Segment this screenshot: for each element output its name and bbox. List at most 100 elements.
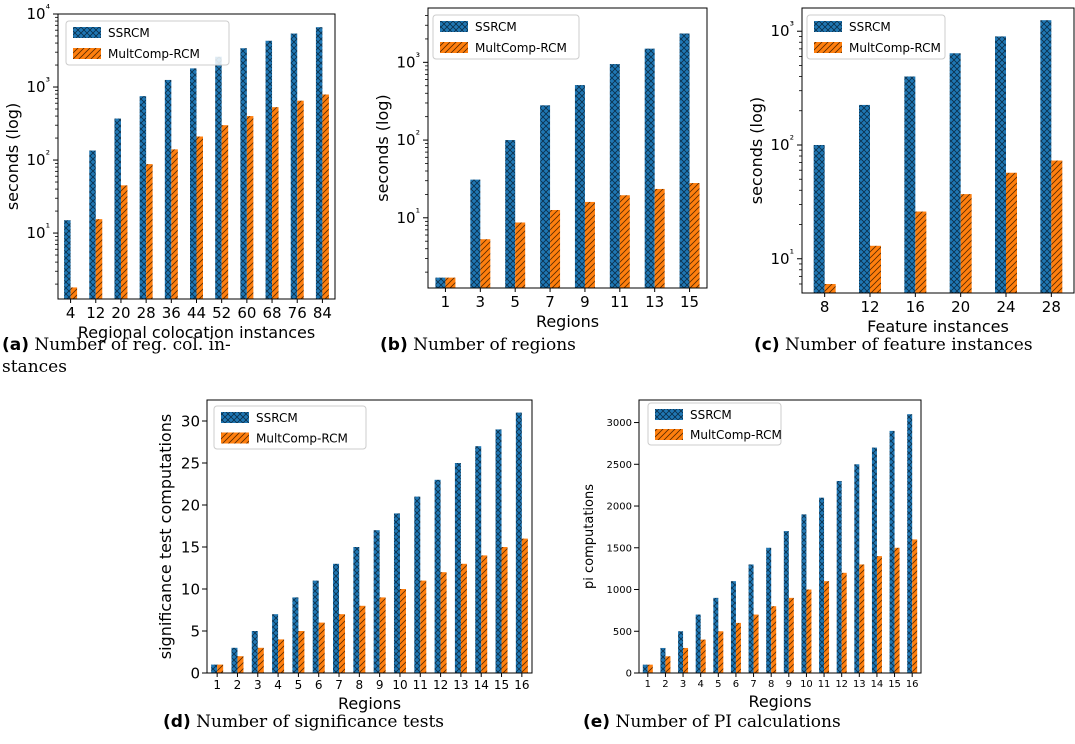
bar-ssrcm — [854, 464, 860, 673]
legend-label: MultComp-RCM — [690, 428, 782, 442]
bar-multcomp — [584, 201, 595, 288]
caption-text: Number of feature instances — [785, 335, 1033, 355]
bar-multcomp — [735, 622, 741, 673]
x-tick-label: 3 — [476, 293, 486, 311]
bar-multcomp — [718, 631, 724, 673]
y-tick-label: 30 — [181, 412, 200, 430]
x-tick-label: 5 — [295, 678, 303, 692]
x-tick-label: 52 — [212, 304, 231, 322]
x-tick-label: 68 — [262, 304, 281, 322]
plot-frame — [801, 7, 1075, 294]
y-tick-label: 10² — [396, 128, 420, 149]
bar-multcomp — [960, 194, 972, 293]
bar-multcomp — [298, 631, 305, 673]
y-axis-label: pi computations — [582, 484, 597, 589]
bar-multcomp — [753, 614, 759, 673]
bar-ssrcm — [678, 631, 684, 673]
bar-ssrcm — [435, 277, 446, 288]
legend-swatch-multcomp — [814, 42, 842, 53]
plot-frame — [427, 7, 708, 289]
x-tick-label: 11 — [610, 293, 629, 311]
bar-ssrcm — [730, 581, 736, 673]
caption-text: Number of regions — [413, 335, 576, 355]
bar-ssrcm — [272, 614, 279, 673]
y-tick-label: 10¹ — [396, 206, 420, 227]
bar-ssrcm — [679, 33, 690, 288]
bar-ssrcm — [292, 597, 299, 673]
x-tick-label: 12 — [835, 679, 848, 690]
y-axis-label: seconds (log) — [373, 94, 392, 201]
bar-ssrcm — [333, 563, 340, 673]
bar-multcomp — [700, 639, 706, 673]
y-tick-label: 500 — [613, 627, 632, 638]
x-tick-label: 11 — [818, 679, 831, 690]
x-tick-label: 14 — [474, 678, 489, 692]
legend-swatch-ssrcm — [814, 21, 842, 32]
x-tick-label: 12 — [86, 304, 105, 322]
bar-ssrcm — [748, 564, 754, 673]
x-tick-label: 15 — [888, 679, 901, 690]
bar-ssrcm — [695, 614, 701, 673]
bar-ssrcm — [434, 479, 441, 673]
caption-text: Number of reg. col. in- — [34, 335, 231, 355]
bar-ssrcm — [889, 430, 895, 673]
bar-multcomp — [870, 245, 881, 293]
bar-multcomp — [339, 614, 346, 673]
legend-swatch-ssrcm — [73, 27, 101, 38]
legend-swatch-multcomp — [221, 432, 249, 444]
y-tick-label: 1500 — [607, 543, 632, 554]
bar-multcomp — [619, 195, 630, 288]
legend: SSRCM MultComp-RCM — [213, 405, 367, 450]
x-tick-label: 16 — [906, 298, 925, 316]
x-tick-label: 8 — [768, 679, 774, 690]
x-tick-label: 15 — [494, 678, 509, 692]
x-axis-label: Regional colocation instances — [78, 323, 315, 342]
bar-multcomp — [196, 136, 203, 299]
bar-ssrcm — [139, 96, 147, 299]
bar-multcomp — [665, 656, 671, 673]
x-tick-label: 13 — [453, 678, 468, 692]
legend-swatch-ssrcm — [440, 21, 468, 32]
bar-ssrcm — [907, 414, 913, 673]
bar-multcomp — [246, 116, 254, 299]
x-tick-label: 9 — [580, 293, 590, 311]
bar-ssrcm — [454, 463, 461, 673]
bar-ssrcm — [315, 27, 323, 300]
bar-multcomp — [654, 188, 665, 288]
bar-ssrcm — [1040, 20, 1052, 294]
bar-multcomp — [257, 647, 264, 673]
bar-ssrcm — [540, 105, 551, 289]
legend-label: SSRCM — [256, 411, 298, 425]
bar-ssrcm — [904, 76, 916, 293]
legend-box — [213, 405, 367, 450]
bar-ssrcm — [766, 547, 772, 673]
caption-letter: (d) — [163, 712, 191, 732]
legend-label: SSRCM — [849, 20, 891, 34]
legend: SSRCM MultComp-RCM — [806, 14, 946, 60]
bar-ssrcm — [819, 497, 825, 673]
bar-ssrcm — [231, 647, 238, 673]
y-tick-label: 10³ — [770, 19, 794, 40]
legend: SSRCM MultComp-RCM — [647, 402, 782, 446]
bar-multcomp — [237, 656, 244, 673]
caption-e: (e) Number of PI calculations — [583, 711, 841, 733]
x-tick-label: 76 — [288, 304, 307, 322]
bar-multcomp — [481, 555, 488, 673]
bar-multcomp — [272, 107, 279, 299]
x-tick-label: 12 — [433, 678, 448, 692]
bar-ssrcm — [495, 429, 502, 673]
x-tick-label: 10 — [800, 679, 813, 690]
legend-box — [432, 14, 580, 60]
y-tick-label: 10³ — [396, 50, 420, 71]
legend-label: SSRCM — [690, 408, 732, 422]
x-tick-label: 8 — [356, 678, 364, 692]
bar-multcomp — [515, 222, 526, 288]
x-tick-label: 12 — [860, 298, 879, 316]
caption-letter: (b) — [380, 335, 408, 355]
y-tick-label: 10² — [26, 148, 50, 169]
bar-multcomp — [501, 547, 508, 673]
bar-ssrcm — [89, 150, 96, 299]
x-tick-label: 5 — [510, 293, 520, 311]
bar-ssrcm — [312, 580, 319, 673]
